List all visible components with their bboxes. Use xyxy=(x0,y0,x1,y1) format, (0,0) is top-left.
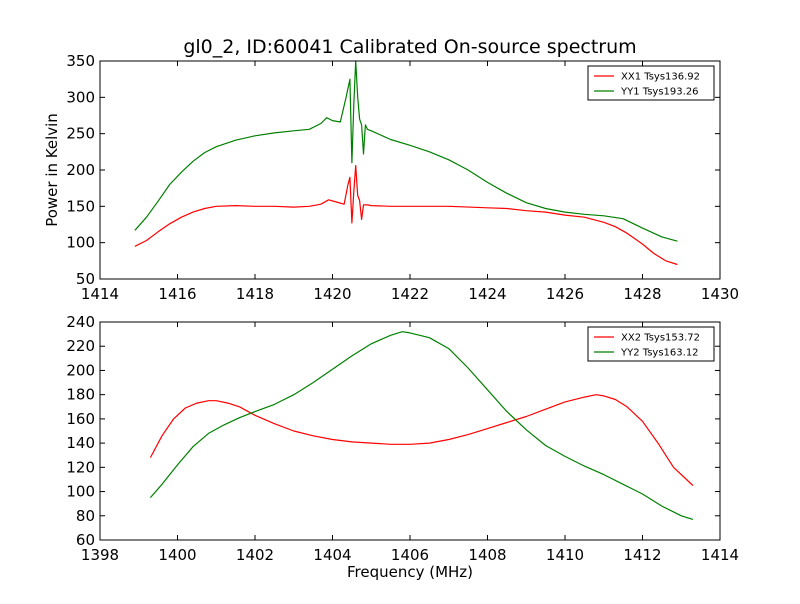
y-tick-label: 100 xyxy=(66,483,95,501)
y-tick-label: 240 xyxy=(66,313,95,331)
legend: XX2 Tsys153.72 YY2 Tsys163.12 xyxy=(587,326,715,362)
x-tick-label: 1428 xyxy=(623,285,661,303)
series-line-1-1 xyxy=(134,165,678,266)
x-tick-label: 1414 xyxy=(81,285,119,303)
y-axis-label: Power in Kelvin xyxy=(43,113,61,227)
y-tick-label: 180 xyxy=(66,386,95,404)
x-tick-label: 1410 xyxy=(546,546,584,564)
legend-entry: YY1 Tsys193.26 xyxy=(620,87,699,98)
x-tick-label: 1398 xyxy=(81,546,119,564)
x-axis-label: Frequency (MHz) xyxy=(347,563,473,581)
x-tick-label: 1420 xyxy=(313,285,351,303)
x-tick-label: 1418 xyxy=(236,285,274,303)
legend-box xyxy=(587,65,715,101)
legend-box xyxy=(587,326,715,362)
series-line-1-2 xyxy=(134,60,678,242)
x-tick-label: 1422 xyxy=(391,285,429,303)
x-tick-label: 1400 xyxy=(158,546,196,564)
y-tick-label: 200 xyxy=(66,161,95,179)
y-tick-label: 100 xyxy=(66,234,95,252)
chart-panel-2: 1398 1400 1402 1404 1406 1408 1410 1412 1414 60 80… xyxy=(66,313,739,581)
y-tick-label: 140 xyxy=(66,434,95,452)
legend-entry: YY2 Tsys163.12 xyxy=(620,348,699,359)
y-tick-label: 120 xyxy=(66,458,95,476)
x-tick-label: 1404 xyxy=(313,546,351,564)
y-tick-label: 80 xyxy=(76,507,95,525)
chart-panel-1: 1414 1416 1418 1420 1422 1424 1426 1428 1430 50 10… xyxy=(43,52,739,303)
y-tick-label: 350 xyxy=(66,52,95,70)
legend: XX1 Tsys136.92 YY1 Tsys193.26 xyxy=(587,65,715,101)
series-line-2-1 xyxy=(149,394,694,486)
y-tick-label: 50 xyxy=(76,270,95,288)
x-tick-label: 1430 xyxy=(701,285,739,303)
y-tick-label: 300 xyxy=(66,88,95,106)
chart-title: gl0_2, ID:60041 Calibrated On-source spe… xyxy=(183,36,636,58)
legend-entry: XX1 Tsys136.92 xyxy=(621,72,700,83)
x-tick-label: 1406 xyxy=(391,546,429,564)
y-tick-label: 150 xyxy=(66,197,95,215)
x-tick-label: 1424 xyxy=(468,285,506,303)
x-tick-label: 1426 xyxy=(546,285,584,303)
y-tick-label: 160 xyxy=(66,410,95,428)
x-tick-label: 1416 xyxy=(158,285,196,303)
y-tick-label: 60 xyxy=(76,531,95,549)
x-tick-label: 1402 xyxy=(236,546,274,564)
legend-entry: XX2 Tsys153.72 xyxy=(621,333,700,344)
y-tick-label: 220 xyxy=(66,337,95,355)
y-tick-label: 200 xyxy=(66,361,95,379)
x-tick-label: 1412 xyxy=(623,546,661,564)
x-tick-label: 1414 xyxy=(701,546,739,564)
series-line-2-2 xyxy=(149,331,694,520)
x-tick-label: 1408 xyxy=(468,546,506,564)
y-tick-label: 250 xyxy=(66,125,95,143)
